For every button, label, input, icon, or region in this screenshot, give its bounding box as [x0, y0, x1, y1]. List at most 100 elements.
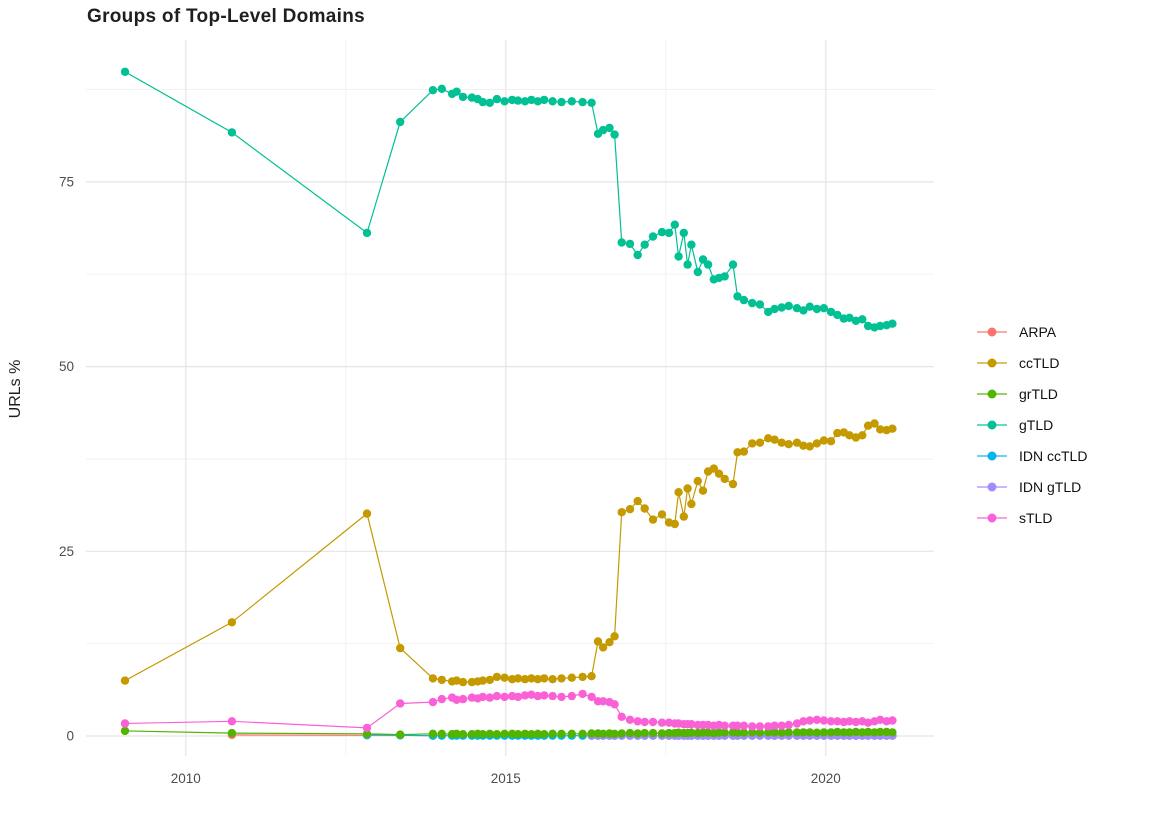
data-point — [578, 97, 587, 107]
data-point — [500, 97, 509, 106]
data-point — [598, 729, 608, 738]
data-point — [648, 232, 658, 241]
data-point — [478, 676, 487, 685]
data-point — [876, 727, 885, 737]
data-point — [748, 439, 757, 448]
data-point — [687, 499, 696, 509]
data-point — [227, 618, 237, 627]
data-point — [227, 717, 237, 726]
chart-title: Groups of Top-Level Domains — [87, 6, 365, 27]
data-point — [396, 643, 405, 653]
data-point — [755, 722, 765, 731]
data-point — [687, 240, 696, 249]
data-point — [845, 313, 854, 322]
data-point — [770, 304, 779, 314]
x-tick-label: 2010 — [171, 771, 201, 786]
data-point — [557, 97, 566, 107]
data-point — [728, 260, 738, 269]
data-point — [640, 504, 649, 513]
data-point — [578, 729, 587, 738]
legend-key-icon — [977, 451, 1007, 460]
data-point — [679, 512, 688, 521]
data-point — [617, 238, 626, 247]
data-point — [578, 689, 587, 699]
data-point — [587, 672, 596, 681]
data-point — [520, 729, 530, 738]
data-point — [492, 94, 502, 104]
data-point — [533, 691, 542, 701]
legend-label: grTLD — [1019, 385, 1058, 402]
data-point — [733, 728, 742, 737]
data-point — [863, 727, 873, 737]
data-point — [792, 719, 802, 728]
data-point — [770, 728, 779, 737]
data-point — [764, 434, 773, 443]
data-point — [452, 729, 461, 738]
data-point — [625, 505, 635, 514]
data-point — [396, 117, 405, 127]
data-point — [657, 729, 667, 738]
data-point — [540, 95, 549, 105]
data-point — [863, 718, 873, 727]
data-point — [452, 695, 461, 704]
data-point — [693, 476, 702, 486]
data-point — [458, 730, 468, 739]
legend-key-icon — [977, 327, 1007, 336]
data-point — [625, 239, 635, 249]
data-point — [610, 632, 619, 641]
data-point — [720, 272, 729, 281]
data-point — [826, 437, 836, 446]
data-point — [698, 486, 708, 495]
data-point — [709, 464, 718, 473]
data-point — [617, 508, 626, 517]
data-point — [485, 98, 494, 108]
data-point — [888, 424, 897, 433]
data-point — [799, 728, 808, 737]
data-point — [703, 260, 713, 269]
data-point — [617, 712, 626, 721]
data-point — [876, 425, 885, 434]
data-point — [527, 730, 536, 739]
series-sTLD — [120, 689, 897, 733]
data-point — [648, 728, 658, 738]
data-point — [693, 267, 702, 277]
data-point — [674, 488, 683, 497]
data-point — [587, 692, 596, 702]
data-point — [720, 728, 729, 737]
data-point — [792, 728, 802, 737]
legend-key-icon — [977, 389, 1007, 398]
data-point — [548, 691, 557, 701]
data-point — [819, 716, 829, 725]
data-point — [670, 220, 679, 229]
data-point — [227, 728, 237, 738]
data-point — [605, 123, 614, 133]
data-point — [633, 496, 642, 506]
legend: ARPA ccTLD grTLD gTLD IDN ccTLD IDN gTLD sTLD — [975, 316, 1087, 533]
legend-label: gTLD — [1019, 416, 1054, 433]
data-point — [784, 440, 793, 449]
data-point — [770, 721, 779, 730]
gridlines-minor — [86, 40, 934, 756]
legend-label: IDN gTLD — [1019, 478, 1082, 495]
data-point — [733, 721, 742, 730]
data-point — [533, 97, 542, 106]
data-point — [819, 304, 829, 313]
data-point — [567, 97, 576, 106]
data-point — [845, 431, 854, 440]
data-point — [833, 310, 842, 320]
data-point — [452, 676, 461, 685]
data-point — [683, 260, 692, 269]
data-point — [362, 729, 372, 738]
data-point — [657, 718, 667, 727]
data-point — [687, 720, 696, 729]
legend-item-arpa: ARPA — [975, 316, 1087, 347]
data-point — [120, 726, 130, 736]
data-point — [664, 228, 674, 238]
data-point — [739, 728, 749, 737]
legend-label: ccTLD — [1019, 354, 1060, 371]
data-point — [120, 67, 130, 77]
data-point — [513, 674, 523, 683]
data-point — [888, 728, 897, 737]
data-point — [533, 675, 542, 684]
